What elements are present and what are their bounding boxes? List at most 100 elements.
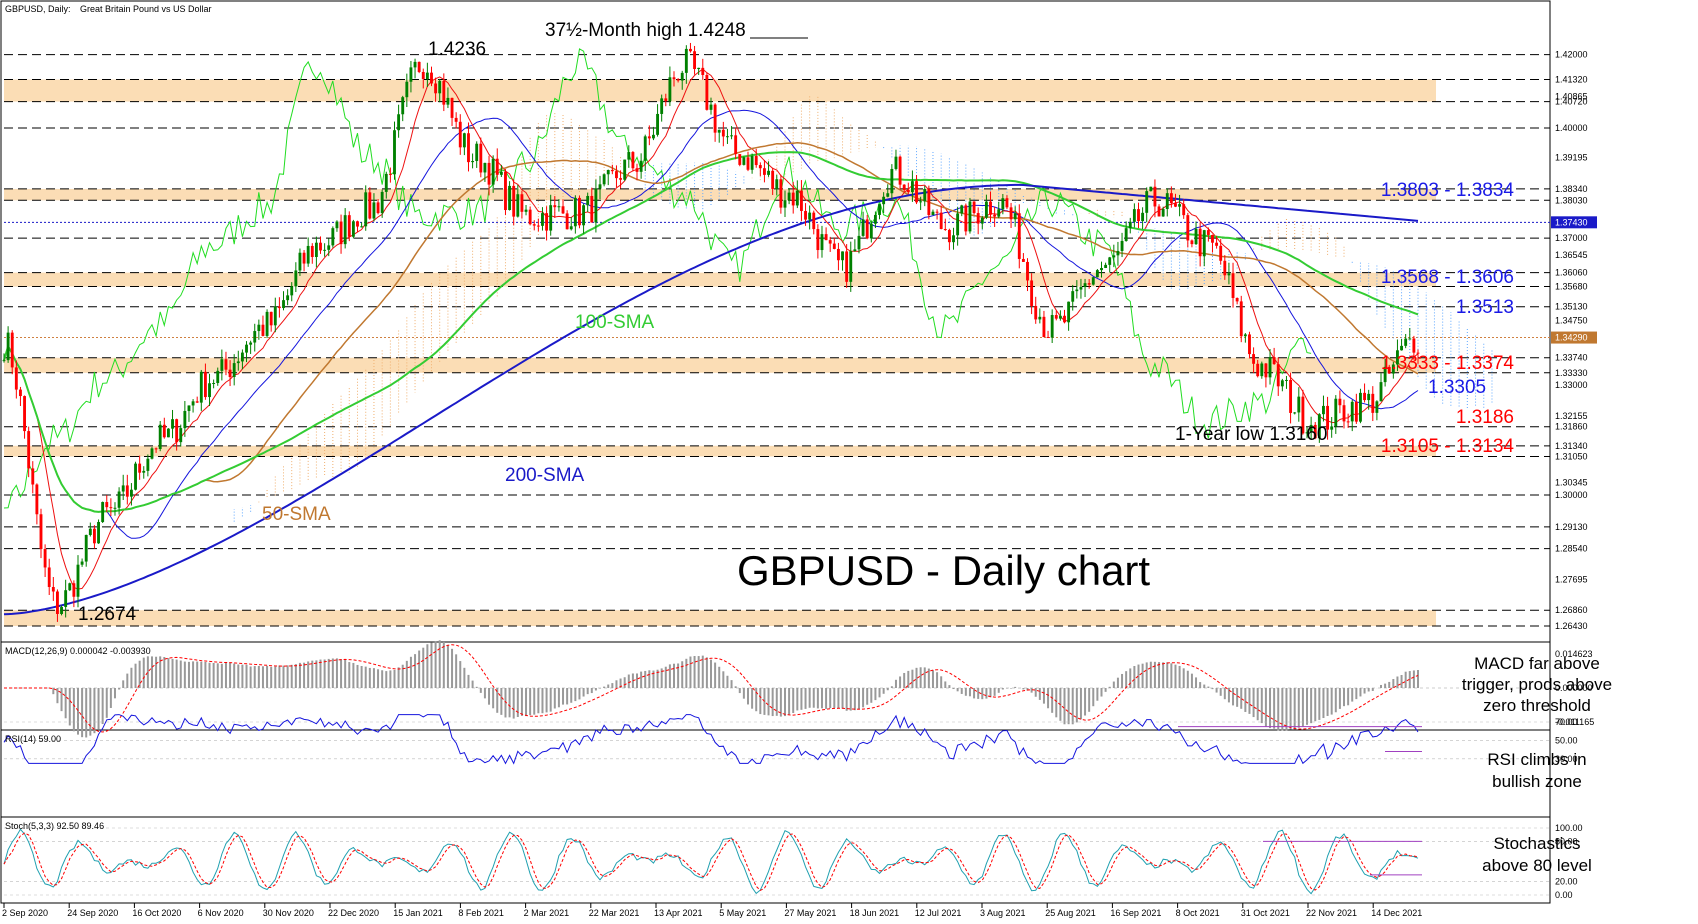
candle-body [356,221,359,227]
candle-body [972,201,976,214]
candle-body [976,213,980,224]
candle-body [1342,405,1346,422]
annotation-high-2: 37½-Month high 1.4248 [545,20,746,41]
candle-body [545,213,549,231]
candle-body [84,534,88,562]
candle-body [146,458,150,471]
candle-body [808,212,812,220]
candle-body [1141,212,1145,222]
candle-body [779,179,783,208]
candle-body [684,48,688,73]
candle-body [425,72,429,80]
annotation-low-1: 1.2674 [78,604,137,625]
stoch-axis-label: 0.00 [1555,890,1573,900]
candle-body [68,583,72,591]
candle-body [458,121,462,148]
candle-body [643,136,647,161]
candle-body [1309,424,1313,433]
macd-axis-label: -0.011165 [1555,717,1594,727]
candle-body [586,195,590,206]
candle-body [134,463,137,490]
candle-body [388,173,392,175]
candle-body [175,419,179,443]
candle-body [631,152,635,169]
candle-body [1079,287,1083,290]
candle-body [647,136,651,139]
candle-body [1379,382,1383,402]
candle-body [138,463,142,473]
candle-body [569,226,573,230]
candle-body [1260,363,1264,377]
candle-body [520,194,524,212]
date-axis-label: 22 Nov 2021 [1306,908,1357,918]
rsi-note-1: RSI climbs in [1487,750,1586,769]
candle-body [277,306,281,309]
date-axis-label: 14 Dec 2021 [1371,908,1422,918]
candle-body [1050,315,1054,338]
candle-body [1132,209,1136,222]
candle-body [240,352,244,362]
candle-body [1046,337,1050,339]
candle-body [824,234,828,241]
candle-body [1268,357,1272,378]
candle-body [1359,392,1362,422]
annotation-low-2: 1-Year low 1.3160 [1175,424,1327,445]
candle-body [360,226,364,228]
candle-body [1301,396,1305,434]
candle-body [742,157,746,165]
candle-body [1104,264,1108,268]
candle-body [701,67,705,76]
candle-body [1317,414,1321,439]
candle-body [1182,204,1186,216]
candle-body [232,363,236,378]
candle-body [947,229,951,243]
candle-body [39,514,43,550]
candle-body [902,184,906,190]
candle-body [915,181,918,203]
zone-5 [4,610,1436,627]
candle-body [1239,301,1243,337]
candle-body [1186,215,1190,241]
candle-body [656,113,659,135]
candle-body [1067,301,1071,323]
candle-body [836,248,840,261]
candle-body [1137,209,1140,222]
candle-body [1338,398,1342,406]
candle-body [236,361,240,364]
sma100-line [3,151,1419,513]
candle-body [1021,258,1025,262]
candle-body [1017,213,1021,259]
candle-body [516,194,520,217]
candle-body [1313,424,1317,439]
candle-body [1219,245,1223,261]
candle-body [1026,261,1029,281]
price-axis-label: 1.39195 [1555,153,1588,163]
candle-body [594,188,598,223]
candle-body [129,489,133,497]
candle-body [504,171,507,211]
candle-body [791,192,795,206]
price-axis-label: 1.35130 [1555,302,1588,312]
candle-body [767,170,770,175]
candle-body [462,133,466,148]
candle-body [19,389,22,397]
candle-body [565,213,569,230]
price-axis-label: 1.36545 [1555,250,1588,260]
macd-axis-label: 0.014623 [1555,649,1593,659]
candle-body [343,215,347,245]
candle-body [121,485,125,492]
candle-body [1404,338,1408,346]
candle-body [528,209,532,225]
candle-body [487,162,491,185]
candle-body [828,240,832,244]
price-axis-label: 1.30000 [1555,490,1588,500]
candle-body [1165,193,1169,210]
candle-body [861,219,865,236]
candle-body [1054,315,1058,319]
candle-body [1252,354,1256,364]
stoch-axis-label: 20.00 [1555,877,1578,887]
candle-body [1248,334,1251,355]
macd-note-1: MACD far above [1474,654,1600,673]
candlesticks [2,42,1420,622]
candle-body [771,170,775,189]
